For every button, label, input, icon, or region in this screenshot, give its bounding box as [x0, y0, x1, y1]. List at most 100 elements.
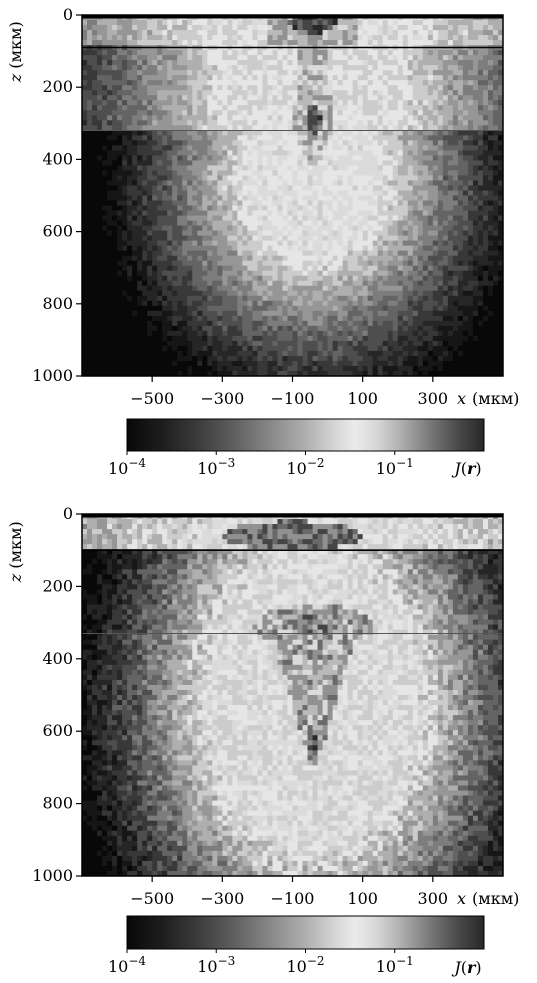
heatmap-cell — [252, 290, 259, 297]
heatmap-cell — [182, 65, 188, 71]
heatmap-cell — [287, 150, 294, 156]
heatmap-cell — [287, 195, 294, 202]
heatmap-cell — [402, 165, 409, 172]
heatmap-cell — [462, 255, 469, 262]
heatmap-cell — [202, 295, 208, 302]
heatmap-cell — [467, 215, 474, 222]
heatmap-cell — [127, 205, 133, 212]
heatmap-cell — [312, 100, 319, 106]
heatmap-cell — [162, 110, 168, 116]
heatmap-cell — [207, 115, 213, 121]
heatmap-cell — [152, 195, 158, 202]
heatmap-cell — [177, 205, 183, 212]
heatmap-cell — [462, 30, 469, 36]
heatmap-cell — [427, 20, 434, 26]
heatmap-cell — [487, 200, 494, 207]
heatmap-cell — [332, 280, 339, 287]
heatmap-cell — [107, 310, 113, 317]
heatmap-cell — [397, 285, 404, 292]
heatmap-cell — [252, 35, 259, 41]
heatmap-cell — [422, 250, 429, 257]
heatmap-cell — [412, 160, 419, 167]
heatmap-cell — [142, 20, 148, 26]
heatmap-cell — [282, 100, 289, 106]
heatmap-cell — [297, 175, 304, 182]
heatmap-cell — [297, 290, 304, 297]
heatmap-cell — [302, 170, 309, 177]
heatmap-cell — [432, 90, 439, 96]
heatmap-cell — [97, 310, 103, 317]
heatmap-cell — [217, 100, 223, 106]
heatmap-cell — [397, 50, 404, 56]
heatmap-cell — [302, 210, 309, 217]
heatmap-cell — [242, 135, 248, 141]
heatmap-cell — [267, 290, 274, 297]
heatmap-cell — [227, 145, 233, 151]
heatmap-cell — [417, 280, 424, 287]
heatmap-cell — [212, 240, 218, 247]
heatmap-cell — [147, 265, 153, 272]
heatmap-cell — [467, 200, 474, 207]
heatmap-cell — [137, 95, 143, 101]
heatmap-cell — [247, 90, 253, 96]
heatmap-cell — [472, 300, 479, 307]
heatmap-cell — [432, 250, 439, 257]
heatmap-cell — [392, 85, 399, 91]
heatmap-cell — [197, 105, 203, 111]
heatmap-cell — [202, 20, 208, 26]
heatmap-cell — [297, 115, 304, 121]
heatmap-cell — [277, 280, 284, 287]
heatmap-cell — [127, 65, 133, 71]
heatmap-cell — [247, 30, 253, 36]
heatmap-cell — [422, 40, 429, 46]
heatmap-cell — [282, 280, 289, 287]
heatmap-cell — [312, 280, 319, 287]
heatmap-cell — [107, 195, 113, 202]
heatmap-cell — [117, 275, 123, 282]
heatmap-cell — [137, 250, 143, 257]
heatmap-cell — [492, 200, 499, 207]
heatmap-cell — [132, 285, 138, 292]
heatmap-cell — [307, 255, 314, 262]
heatmap-cell — [387, 265, 394, 272]
heatmap-cell — [352, 255, 359, 262]
heatmap-cell — [197, 290, 203, 297]
heatmap-cell — [322, 110, 329, 116]
heatmap-cell — [422, 130, 429, 136]
heatmap-cell — [292, 300, 299, 307]
heatmap-cell — [392, 205, 399, 212]
heatmap-cell — [162, 235, 168, 242]
heatmap-cell — [107, 40, 113, 46]
heatmap-cell — [302, 235, 309, 242]
heatmap-cell — [457, 90, 464, 96]
heatmap-cell — [352, 220, 359, 227]
heatmap-cell — [157, 290, 163, 297]
heatmap-cell — [92, 20, 98, 26]
heatmap-cell — [462, 155, 469, 161]
heatmap-cell — [267, 35, 274, 41]
heatmap-cell — [277, 210, 284, 217]
heatmap-cell — [292, 215, 299, 222]
heatmap-cell — [127, 60, 133, 66]
heatmap-cell — [277, 305, 284, 312]
heatmap-cell — [362, 190, 369, 197]
heatmap-cell — [462, 35, 469, 41]
heatmap-cell — [337, 130, 344, 136]
heatmap-cell — [387, 305, 394, 312]
heatmap-cell — [447, 155, 454, 161]
heatmap-cell — [472, 245, 479, 252]
heatmap-cell — [287, 40, 294, 46]
heatmap-cell — [277, 65, 284, 71]
heatmap-cell — [382, 90, 389, 96]
heatmap-cell — [277, 60, 284, 66]
heatmap-cell — [362, 205, 369, 212]
heatmap-cell — [407, 80, 414, 86]
heatmap-cell — [132, 50, 138, 56]
heatmap-cell — [442, 295, 449, 302]
heatmap-cell — [357, 235, 364, 242]
heatmap-cell — [267, 160, 274, 167]
heatmap-cell — [407, 105, 414, 111]
heatmap-cell — [107, 130, 113, 136]
heatmap-cell — [342, 65, 349, 71]
heatmap-cell — [232, 310, 238, 317]
